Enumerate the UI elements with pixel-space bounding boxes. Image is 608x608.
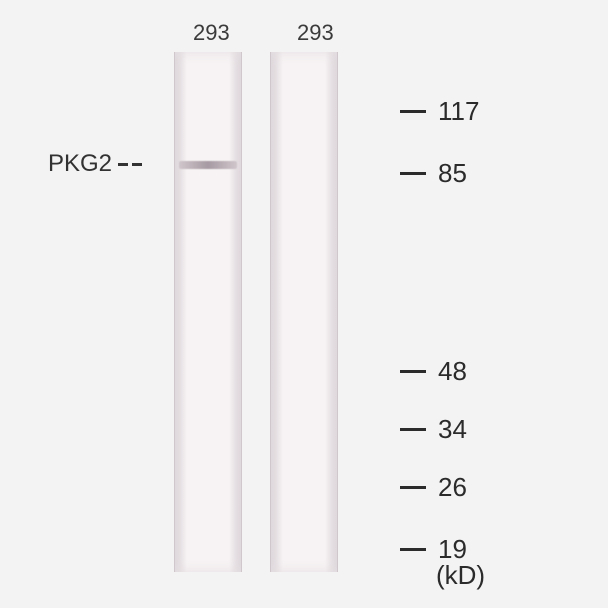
lane-label-1: 293	[193, 20, 230, 46]
mw-marker-value: 85	[438, 158, 467, 189]
blot-lane-1	[174, 52, 242, 572]
mw-marker: 34	[400, 414, 467, 445]
mw-marker: 48	[400, 356, 467, 387]
protein-band	[179, 161, 237, 169]
blot-lane-2	[270, 52, 338, 572]
lane-label-2: 293	[297, 20, 334, 46]
mw-marker-value: 48	[438, 356, 467, 387]
mw-marker: 117	[400, 96, 479, 127]
mw-marker: 26	[400, 472, 467, 503]
mw-marker-tick	[400, 428, 426, 431]
mw-marker-value: 26	[438, 472, 467, 503]
mw-marker-tick	[400, 172, 426, 175]
band-label-dash	[132, 163, 142, 166]
mw-marker-tick	[400, 370, 426, 373]
mw-marker-value: 117	[438, 96, 479, 127]
mw-marker-tick	[400, 486, 426, 489]
band-label-dash	[118, 163, 128, 166]
mw-marker-tick	[400, 110, 426, 113]
mw-unit-label: (kD)	[436, 560, 485, 591]
band-label: PKG2	[48, 150, 142, 178]
band-label-text: PKG2	[48, 150, 112, 178]
mw-marker-tick	[400, 548, 426, 551]
mw-marker: 85	[400, 158, 467, 189]
blot-figure: 293 293 PKG2 1178548342619 (kD)	[0, 0, 608, 608]
mw-marker-value: 34	[438, 414, 467, 445]
